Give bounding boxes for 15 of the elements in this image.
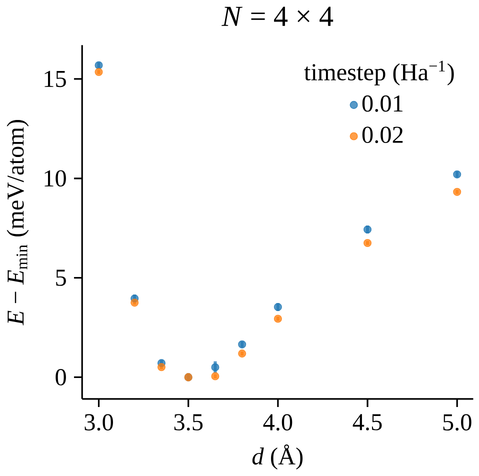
y-tick-label: 0 bbox=[56, 368, 66, 386]
y-axis-title: E − E$_{min}$ (meV/atom) bbox=[6, 120, 29, 326]
y-tick-label: 5 bbox=[56, 270, 66, 286]
x-tick-label: 5.0 bbox=[443, 414, 472, 430]
legend-label: 0.02 bbox=[362, 126, 403, 144]
x-axis-title: d (Å) bbox=[252, 444, 303, 470]
x-tick-label: 3.0 bbox=[84, 414, 113, 430]
legend-title: timestep (Ha$^{−1}$) bbox=[304, 60, 454, 86]
y-tick-label: 10 bbox=[44, 170, 66, 186]
x-tick-label: 4.5 bbox=[352, 414, 382, 430]
chart-title: N = 4 × 4 bbox=[222, 6, 334, 26]
legend-label: 0.01 bbox=[362, 95, 402, 112]
x-tick-label: 4.0 bbox=[263, 414, 292, 430]
y-tick-label: 15 bbox=[44, 70, 66, 87]
x-tick-label: 3.5 bbox=[174, 414, 203, 430]
